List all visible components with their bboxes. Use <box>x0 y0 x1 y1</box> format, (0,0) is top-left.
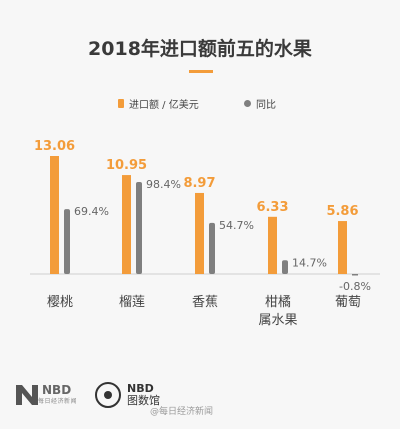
label-import-0: 13.06 <box>34 139 75 154</box>
nbd-logo-text: NBD <box>42 383 72 397</box>
legend-swatch-yoy <box>244 100 251 107</box>
chart-title: 2018年进口额前五的水果 <box>88 38 312 60</box>
category-label-1: 榴莲 <box>119 295 145 310</box>
category-label-3-1: 属水果 <box>258 313 297 328</box>
bar-yoy-2 <box>209 222 215 274</box>
label-yoy-1: 98.4% <box>146 178 181 191</box>
legend-label-yoy: 同比 <box>256 100 276 111</box>
legend-label-import: 进口额 / 亿美元 <box>129 100 199 111</box>
category-label-0: 樱桃 <box>47 294 73 310</box>
category-label-2: 香蕉 <box>192 295 218 310</box>
bar-import-3 <box>268 216 277 274</box>
label-import-1: 10.95 <box>106 158 147 173</box>
legend: 进口额 / 亿美元 同比 <box>0 96 400 111</box>
label-yoy-2: 54.7% <box>219 219 254 232</box>
label-yoy-4: -0.8% <box>339 280 371 293</box>
legend-item-import: 进口额 / 亿美元 <box>118 96 199 111</box>
bar-yoy-3 <box>282 260 288 274</box>
bar-import-0 <box>50 156 59 274</box>
watermark: @每日经济新闻 <box>150 407 214 417</box>
brand-logo: NBD 图数馆 <box>95 382 160 408</box>
legend-item-yoy: 同比 <box>244 96 276 111</box>
bar-yoy-1 <box>136 182 142 274</box>
legend-swatch-import <box>118 99 124 108</box>
title-underline <box>189 70 213 73</box>
nbd-logo-sub: 每日经济新闻 <box>38 398 78 405</box>
label-import-2: 8.97 <box>183 176 215 191</box>
brand-circle-icon <box>95 382 121 408</box>
label-yoy-0: 69.4% <box>74 205 109 218</box>
nbd-logo: NBD 每日经济新闻 <box>16 384 77 405</box>
bar-import-1 <box>122 175 131 274</box>
label-yoy-3: 14.7% <box>292 256 327 269</box>
category-label-4: 葡萄 <box>335 295 361 310</box>
bar-import-2 <box>195 192 204 274</box>
label-import-4: 5.86 <box>326 204 358 219</box>
brand-name: NBD <box>127 382 154 395</box>
bar-import-4 <box>338 221 347 274</box>
nbd-logo-icon <box>16 384 38 405</box>
brand-sub: 图数馆 <box>127 394 160 407</box>
bar-yoy-0 <box>64 209 70 274</box>
label-import-3: 6.33 <box>256 200 288 215</box>
bar-yoy-4 <box>352 274 358 276</box>
category-label-3-0: 柑橘 <box>265 294 291 310</box>
